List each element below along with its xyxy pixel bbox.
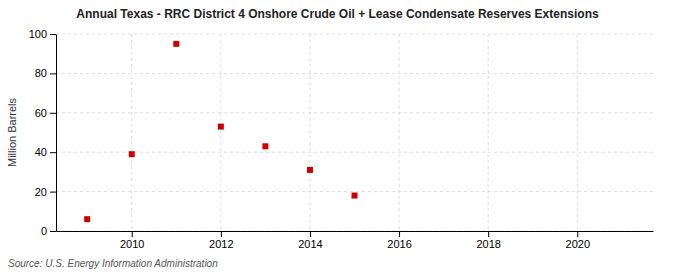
y-grid-line xyxy=(56,152,653,153)
x-grid-line xyxy=(131,34,132,231)
y-tick: 80 xyxy=(35,67,56,79)
grid xyxy=(56,34,653,231)
x-tick-label: 2010 xyxy=(120,238,144,250)
point xyxy=(84,216,90,222)
x-tick-label: 2012 xyxy=(209,238,233,250)
y-tick-mark xyxy=(50,34,56,35)
y-tick-label: 0 xyxy=(41,225,47,237)
y-grid-line xyxy=(56,191,653,192)
x-tick: 2016 xyxy=(387,231,411,250)
y-axis: 0 20 40 60 80 100 xyxy=(29,28,57,237)
y-tick: 60 xyxy=(35,107,56,119)
x-grid-line xyxy=(399,34,400,231)
y-tick-mark xyxy=(50,113,56,114)
title: Annual Texas - RRC District 4 Onshore Cr… xyxy=(76,7,599,21)
y-tick-mark xyxy=(50,152,56,153)
x-grid-line xyxy=(488,34,489,231)
x-tick-mark xyxy=(221,231,222,237)
y-axis-line xyxy=(56,35,57,232)
points xyxy=(84,41,357,222)
x-tick-mark xyxy=(132,231,133,237)
x-grid-line xyxy=(577,34,578,231)
y-tick-mark xyxy=(50,73,56,74)
y-tick: 100 xyxy=(29,28,56,40)
x-tick: 2014 xyxy=(298,231,322,250)
y-grid-line xyxy=(56,112,653,113)
x-tick-label: 2018 xyxy=(476,238,500,250)
y-tick-label: 20 xyxy=(35,186,47,198)
y-tick-label: 80 xyxy=(35,67,47,79)
x-tick-mark xyxy=(399,231,400,237)
point xyxy=(218,124,224,130)
chart-svg: 2010 2012 2014 2016 2018 2020 0 20 40 60 80 100 Annu… xyxy=(0,0,675,275)
x-tick: 2012 xyxy=(209,231,233,250)
y-tick-label: 100 xyxy=(29,28,47,40)
x-tick-mark xyxy=(310,231,311,237)
x-tick: 2010 xyxy=(120,231,144,250)
x-tick-label: 2014 xyxy=(298,238,322,250)
y-grid-line xyxy=(56,231,653,232)
x-tick-mark xyxy=(488,231,489,237)
plot-area: 2010 2012 2014 2016 2018 2020 0 20 40 60 80 100 xyxy=(29,28,654,250)
x-tick-label: 2020 xyxy=(566,238,590,250)
y-tick-label: 40 xyxy=(35,146,47,158)
point xyxy=(173,41,179,47)
y-tick-mark xyxy=(50,192,56,193)
x-grid-line xyxy=(220,34,221,231)
point xyxy=(352,193,358,199)
y-tick: 20 xyxy=(35,186,56,198)
x-tick: 2018 xyxy=(476,231,500,250)
x-axis: 2010 2012 2014 2016 2018 2020 xyxy=(57,231,654,250)
x-grid-line xyxy=(309,34,310,231)
y-grid-line xyxy=(56,34,653,35)
source-note: Source: U.S. Energy Information Administ… xyxy=(8,258,218,269)
y-tick-label: 60 xyxy=(35,107,47,119)
y-tick-mark xyxy=(50,231,56,232)
y-tick: 0 xyxy=(41,225,56,237)
y-grid-line xyxy=(56,73,653,74)
x-tick: 2020 xyxy=(566,231,590,250)
point xyxy=(129,151,135,157)
y-axis-title: Million Barrels xyxy=(6,97,18,167)
x-axis-line xyxy=(57,231,654,232)
x-tick-mark xyxy=(577,231,578,237)
y-tick: 40 xyxy=(35,146,56,158)
x-tick-label: 2016 xyxy=(387,238,411,250)
point xyxy=(307,167,313,173)
point xyxy=(262,143,268,149)
